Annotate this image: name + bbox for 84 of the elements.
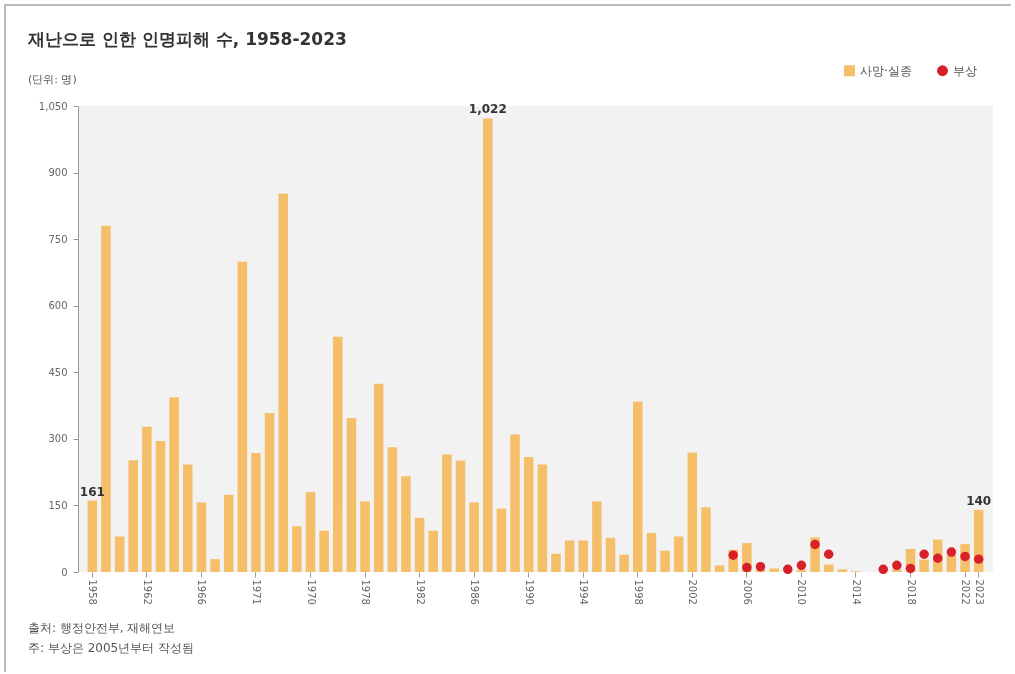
bar <box>605 537 616 572</box>
x-tick-label: 1971 <box>250 579 262 605</box>
bar <box>346 418 357 572</box>
chart-subtitle: (단위: 명) <box>28 72 77 87</box>
x-tick-label: 2010 <box>796 579 808 605</box>
bar <box>537 464 548 572</box>
bar <box>169 397 179 572</box>
bar <box>673 536 684 572</box>
bar <box>592 501 602 572</box>
bar <box>196 502 207 572</box>
bar <box>660 550 670 572</box>
y-tick-label: 600 <box>48 300 68 312</box>
bar <box>619 554 629 572</box>
bar <box>523 457 534 572</box>
x-tick-label: 2023 <box>973 579 985 605</box>
legend-label: 사망·실종 <box>860 63 912 78</box>
y-tick-label: 1,050 <box>38 100 68 112</box>
bar <box>428 530 438 572</box>
y-tick-label: 300 <box>48 433 68 445</box>
bar <box>305 492 316 572</box>
x-tick-label: 1962 <box>141 579 153 605</box>
legend-label: 부상 <box>953 63 977 78</box>
bar <box>292 526 302 572</box>
bar <box>142 426 152 572</box>
bar <box>333 336 343 572</box>
x-tick-label: 1978 <box>360 579 372 605</box>
bar <box>469 502 479 572</box>
data-label: 140 <box>966 493 992 508</box>
x-tick-label: 1966 <box>196 579 208 605</box>
y-tick-label: 750 <box>48 233 68 245</box>
bar <box>442 454 452 572</box>
x-tick-label: 1970 <box>305 579 317 605</box>
bar <box>223 494 234 572</box>
y-tick-label: 0 <box>61 566 68 578</box>
bar <box>578 540 588 572</box>
bar <box>483 118 493 572</box>
x-tick-label: 1998 <box>632 579 644 605</box>
bar <box>387 447 398 572</box>
bar <box>237 261 248 572</box>
bar <box>87 500 98 572</box>
bar <box>837 569 848 572</box>
y-tick-label: 900 <box>48 167 68 179</box>
bar <box>373 383 384 572</box>
bar <box>633 401 643 572</box>
x-tick-label: 2006 <box>741 579 753 605</box>
bar <box>251 453 261 572</box>
x-tick-label: 1994 <box>578 579 590 605</box>
x-tick-label: 2018 <box>905 579 917 605</box>
bar <box>278 193 288 572</box>
bar <box>414 517 425 572</box>
bar <box>210 559 220 572</box>
y-tick-label: 150 <box>48 499 68 511</box>
bar <box>687 452 698 572</box>
bar <box>401 476 411 572</box>
bar <box>551 553 561 572</box>
x-tick-label: 2022 <box>960 579 972 605</box>
bar <box>128 460 138 572</box>
bar <box>114 536 125 572</box>
x-tick-label: 1982 <box>414 579 426 605</box>
x-tick-label: 2014 <box>850 579 862 605</box>
bar <box>155 441 166 572</box>
x-tick-label: 2002 <box>687 579 699 605</box>
text: 주: 부상은 2005년부터 작성됨 <box>28 640 195 657</box>
x-tick-label: 1986 <box>469 579 481 605</box>
x-tick-label: 1990 <box>523 579 535 605</box>
bar <box>646 532 657 572</box>
bar <box>823 564 834 572</box>
bar <box>769 568 779 572</box>
bar <box>264 413 275 572</box>
bar <box>714 565 725 572</box>
y-tick-label: 450 <box>48 366 68 378</box>
data-label: 1,022 <box>468 102 507 117</box>
bar <box>919 559 929 572</box>
bar <box>319 530 329 572</box>
bar <box>496 508 507 572</box>
bar <box>510 434 520 572</box>
chart-title: 재난으로 인한 인명피해 수, 1958-2023 <box>28 28 347 51</box>
bar <box>455 460 466 572</box>
bar <box>360 501 370 572</box>
bar <box>564 540 575 572</box>
bar <box>701 507 711 572</box>
x-tick-label: 1958 <box>87 579 99 605</box>
bar <box>183 464 193 572</box>
source-note: 출처: 행정안전부, 재해연보 <box>28 620 177 637</box>
